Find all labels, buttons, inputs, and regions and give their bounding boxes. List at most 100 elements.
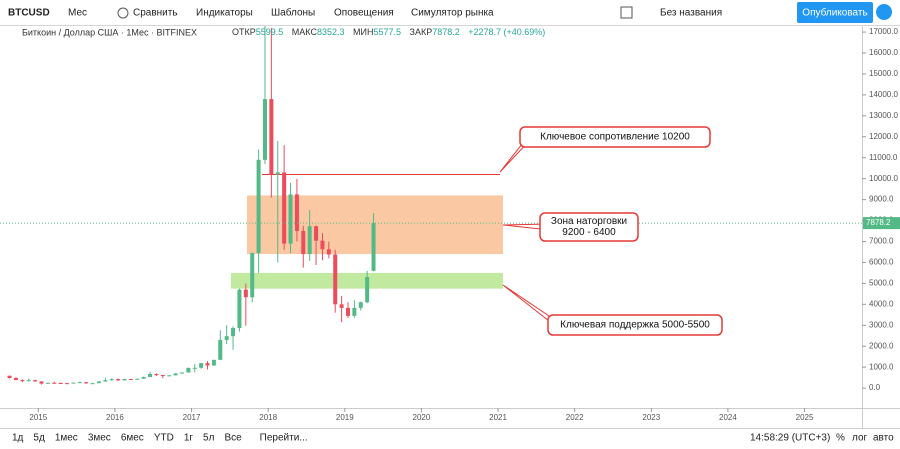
candle-body [365, 277, 370, 303]
range-button[interactable]: 1мес [55, 433, 78, 444]
candle-body [326, 249, 331, 255]
low-value: 5577.5 [373, 27, 401, 37]
y-tick-label: 0.0 [869, 383, 881, 392]
candle-body [65, 383, 70, 385]
candle-body [358, 302, 363, 308]
y-tick-label: 10000.0 [869, 174, 898, 183]
candle-body [77, 382, 82, 384]
candle-body [71, 382, 76, 384]
log-toggle[interactable]: лог [852, 433, 868, 444]
auto-toggle[interactable]: авто [873, 433, 894, 444]
x-tick-label: 2017 [183, 413, 201, 422]
close-label: ЗАКР [410, 27, 433, 37]
candle-body [211, 359, 216, 366]
candle-body [275, 172, 280, 175]
candle-body [135, 378, 140, 380]
candle-body [307, 226, 312, 255]
y-tick-label: 14000.0 [869, 90, 898, 99]
callout-box [519, 126, 711, 148]
candle-body [116, 379, 121, 381]
candle-body [256, 159, 261, 254]
open-value: 5599.5 [256, 27, 284, 37]
range-button[interactable]: YTD [154, 433, 174, 444]
last-price-label: 7878.2 [866, 218, 891, 227]
bottom-bar: 1д 5д 1мес 3мес 6мес YTD 1г 5л Все Перейти... [12, 433, 308, 444]
range-button[interactable]: Все [224, 433, 242, 444]
publish-button[interactable] [797, 2, 873, 23]
x-tick-label: 2022 [566, 413, 584, 422]
compare-button[interactable]: Сравнить [133, 8, 178, 19]
layout-name[interactable]: Без названия [660, 8, 722, 19]
alerts-button[interactable]: Оповещения [334, 8, 394, 19]
candle-body [192, 367, 197, 369]
candle-body [199, 363, 204, 368]
candle-body [45, 382, 50, 384]
candle-body [269, 99, 274, 175]
x-tick-label: 2018 [259, 413, 277, 422]
range-button[interactable]: 5л [203, 433, 215, 444]
range-button[interactable]: 3мес [88, 433, 111, 444]
x-tick-label: 2020 [413, 413, 431, 422]
x-tick-label: 2015 [29, 413, 47, 422]
candle-body [205, 363, 210, 366]
range-button[interactable]: 1д [12, 433, 24, 444]
change-value: +2278.7 (+40.69%) [468, 27, 545, 37]
replay-button[interactable]: Симулятор рынка [411, 8, 494, 19]
candle-body [122, 378, 127, 381]
candle-body [90, 383, 95, 385]
candle-body [173, 373, 178, 376]
range-button[interactable]: 1г [184, 433, 194, 444]
candle-body [218, 339, 223, 360]
candle-body [52, 382, 57, 384]
callout-text: Ключевое сопротивление 10200 [540, 132, 690, 143]
x-tick-label: 2023 [642, 413, 660, 422]
candle-body [96, 381, 101, 384]
ohlc-legend: ОТКР5599.5 МАКС8352.3 МИН5577.5 ЗАКР7878… [232, 27, 545, 37]
candle-body [109, 379, 114, 381]
range-button[interactable]: 5д [33, 433, 45, 444]
candle-body [167, 375, 172, 377]
x-tick-label: 2021 [489, 413, 507, 422]
callout-box [539, 212, 639, 242]
candle-body [58, 382, 63, 384]
y-tick-label: 1000.0 [869, 362, 894, 371]
candle-body [288, 194, 293, 244]
candle-body [352, 307, 357, 316]
publish-label: Опубликовать [802, 7, 867, 19]
checkbox[interactable] [620, 6, 633, 19]
candle-body [301, 231, 306, 255]
candle-body [141, 377, 146, 379]
candle-body [20, 380, 25, 382]
x-tick-label: 2016 [106, 413, 124, 422]
low-label: МИН [353, 27, 373, 37]
header-title: Биткоин / Доллар США · 1Мес · BITFINEX [22, 27, 197, 37]
candle-body [160, 375, 165, 377]
y-tick-label: 3000.0 [869, 320, 894, 329]
candle-body [186, 367, 191, 373]
y-tick-label: 12000.0 [869, 132, 898, 141]
candle-body [84, 382, 89, 384]
callout-box [547, 314, 723, 336]
symbol[interactable]: BTCUSD [8, 8, 50, 19]
templates-button[interactable]: Шаблоны [271, 7, 315, 19]
clock: 14:58:29 (UTC+3) [750, 433, 830, 444]
y-tick-label: 15000.0 [869, 69, 898, 78]
candle-body [231, 327, 236, 337]
candle-body [333, 254, 338, 305]
candle-body [103, 380, 108, 382]
range-button[interactable]: 6мес [121, 433, 144, 444]
x-tick-label: 2025 [796, 413, 814, 422]
close-value: 7878.2 [432, 27, 460, 37]
goto-button[interactable]: Перейти... [260, 433, 308, 444]
interval[interactable]: Мес [68, 8, 87, 19]
candle-body [26, 380, 31, 382]
x-tick-label: 2024 [719, 413, 737, 422]
top-toolbar [0, 0, 900, 26]
percent-toggle[interactable]: % [836, 433, 845, 444]
candle-body [154, 374, 159, 376]
candle-body [250, 253, 255, 298]
candle-body [320, 240, 325, 250]
callout-text: Ключевая поддержка 5000-5500 [560, 320, 710, 331]
play-button[interactable] [876, 4, 892, 20]
indicators-button[interactable]: Индикаторы [196, 8, 253, 19]
